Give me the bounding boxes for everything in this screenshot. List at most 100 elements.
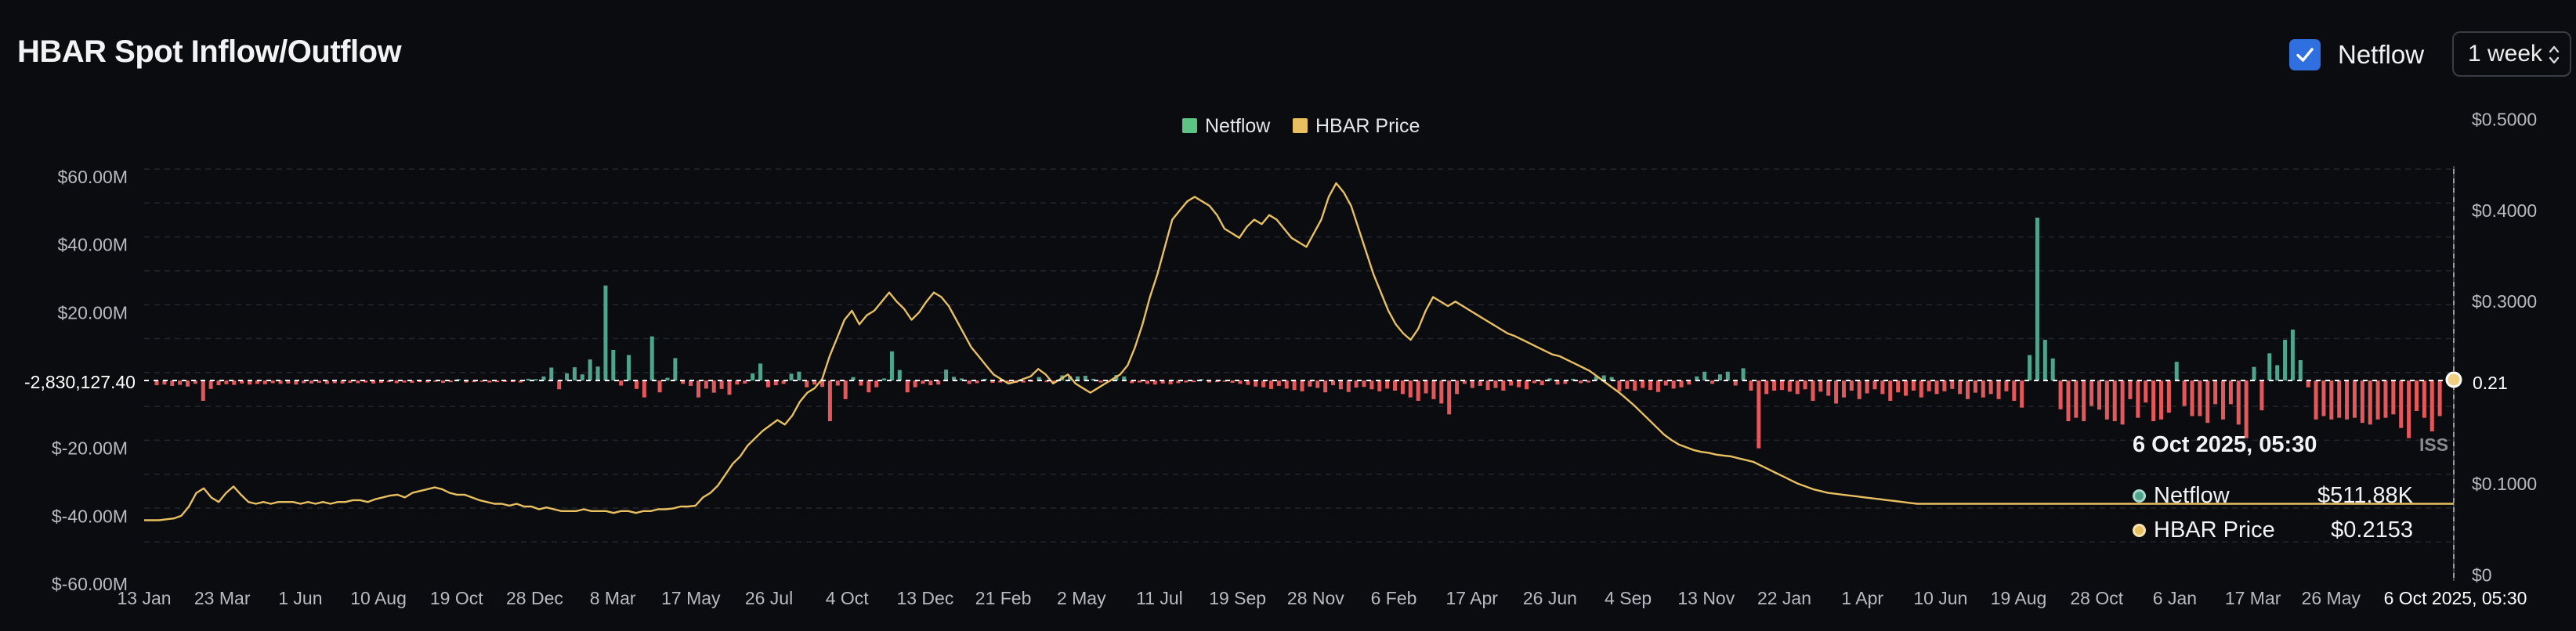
netflow-bar (1076, 376, 1080, 380)
netflow-bar (1919, 380, 1923, 398)
netflow-bar (2120, 380, 2125, 425)
x-tick-label: 13 Jan (117, 588, 171, 608)
netflow-bar (1222, 380, 1227, 382)
y-right-tick-label: $0.4000 (2472, 200, 2537, 221)
netflow-bar (1741, 368, 1746, 380)
netflow-bar (1238, 380, 1243, 384)
netflow-bar (309, 380, 314, 384)
netflow-bar (394, 380, 399, 384)
netflow-bar (982, 378, 987, 380)
netflow-bar (913, 380, 917, 388)
netflow-bar (278, 380, 283, 384)
netflow-bar (1609, 377, 1614, 380)
y-left-tick-label: $-40.00M (52, 506, 128, 526)
netflow-bar (1764, 380, 1769, 395)
tooltip-value-netflow: $511.88K (2317, 482, 2413, 508)
netflow-bar (1331, 380, 1336, 386)
netflow-bar (549, 367, 554, 380)
netflow-bar (944, 370, 949, 380)
netflow-bar (1284, 380, 1289, 389)
x-tick-label: 19 Aug (1991, 588, 2047, 608)
netflow-bar (1493, 380, 1498, 388)
netflow-bar (216, 380, 221, 386)
netflow-bar (1369, 380, 1374, 390)
netflow-bar (1795, 380, 1800, 395)
netflow-bar (356, 380, 360, 384)
netflow-bar (286, 380, 291, 384)
netflow-bar (2174, 362, 2179, 380)
netflow-bar (1091, 378, 1095, 380)
netflow-bar (998, 380, 1003, 383)
x-tick-label: 17 May (661, 588, 721, 608)
netflow-bar (1268, 380, 1273, 389)
netflow-bar (936, 380, 941, 385)
netflow-bar (170, 380, 175, 386)
netflow-bar (1431, 380, 1436, 399)
netflow-bar (2298, 360, 2303, 380)
watermark: ISS (2419, 434, 2448, 455)
netflow-bar (332, 380, 337, 384)
netflow-bar (378, 380, 383, 384)
netflow-bar (2252, 366, 2256, 380)
y-axis-left: $60.00M $40.00M $20.00M $-20.00M $-40.00M $-6… (52, 167, 128, 594)
netflow-bar (557, 380, 562, 390)
netflow-bar (2368, 380, 2372, 425)
netflow-bar (1145, 380, 1149, 384)
range-select[interactable]: 1 week (2452, 31, 2571, 77)
netflow-bar (765, 380, 770, 388)
netflow-bar (410, 380, 414, 384)
x-axis: 13 Jan 23 Mar 1 Jun 10 Aug 19 Oct 28 Dec 8 Mar… (117, 588, 2414, 608)
netflow-bar (719, 380, 724, 389)
netflow-bar (1695, 376, 1699, 380)
netflow-bar (2112, 380, 2117, 421)
x-tick-label: 10 Aug (350, 588, 407, 608)
crosshair-right-label: 0.21 (2473, 373, 2508, 393)
netflow-bar (743, 380, 747, 384)
x-tick-label: 11 Jul (1136, 588, 1183, 608)
netflow-bar (2259, 380, 2264, 411)
netflow-bar (1052, 380, 1057, 383)
x-tick-label: 22 Jan (1757, 588, 1811, 608)
netflow-bar (1230, 380, 1235, 384)
netflow-bar (1981, 380, 1985, 398)
legend-label-netflow: Netflow (1205, 115, 1271, 137)
netflow-bar (433, 380, 438, 382)
tooltip-name-netflow: Netflow (2154, 482, 2230, 508)
check-icon[interactable] (2289, 39, 2321, 70)
netflow-bar (696, 380, 700, 398)
netflow-bar (2383, 380, 2388, 418)
netflow-bar (2283, 340, 2288, 380)
netflow-bar (1655, 380, 1660, 392)
netflow-bar (441, 380, 445, 384)
y-right-tick-label: $0.5000 (2472, 110, 2537, 130)
netflow-bar (1006, 380, 1011, 383)
netflow-bar (1478, 380, 1482, 386)
netflow-bar (665, 377, 670, 380)
netflow-toggle[interactable]: Netflow (2289, 38, 2424, 72)
netflow-bar (580, 374, 584, 380)
netflow-bar (835, 380, 840, 386)
netflow-bar (727, 380, 732, 395)
netflow-bar (340, 380, 345, 384)
netflow-bar (1501, 380, 1506, 391)
netflow-bar (1184, 380, 1189, 383)
netflow-bar (975, 380, 979, 384)
netflow-bar (1447, 380, 1452, 415)
netflow-bar (2128, 380, 2133, 399)
netflow-bar (2375, 380, 2380, 420)
chevron-updown-icon (2549, 45, 2560, 64)
netflow-bar (874, 380, 879, 388)
legend-swatch-hbar-price (1293, 118, 1308, 133)
netflow-bar (967, 380, 971, 384)
x-tick-label: 26 Jul (745, 588, 793, 608)
netflow-bar (1625, 380, 1630, 389)
netflow-bar (2314, 380, 2318, 420)
netflow-bar (1377, 380, 1382, 391)
netflow-bar (2290, 330, 2295, 380)
netflow-bar (1261, 380, 1266, 388)
netflow-bar (603, 285, 608, 380)
netflow-bar (595, 366, 600, 380)
netflow-bar (1393, 380, 1398, 391)
tooltip-row-hbar-price: HBAR Price $0.2153 (2115, 513, 2413, 547)
netflow-bar (1942, 380, 1947, 391)
